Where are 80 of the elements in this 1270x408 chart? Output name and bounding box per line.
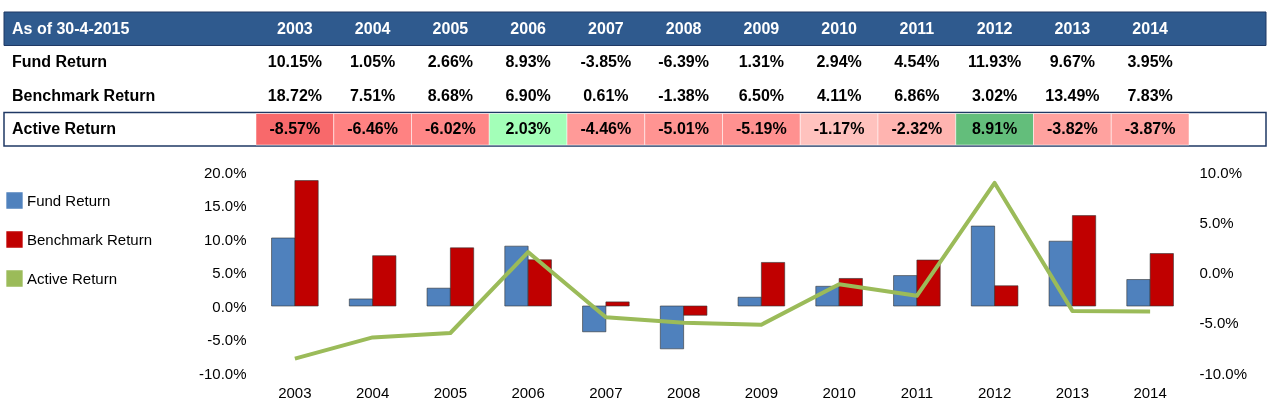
x-tick-label: 2003	[278, 383, 312, 401]
y-tick-label: 20.0%	[203, 163, 247, 181]
y2-tick-label: -10.0%	[1199, 364, 1248, 382]
y-tick-label: 0.0%	[212, 297, 247, 315]
data-label: -6.39%	[658, 53, 709, 71]
data-label: 6.90%	[505, 86, 551, 104]
y-tick-label: -10.0%	[198, 364, 247, 382]
data-label: 8.93%	[505, 53, 551, 71]
category-label: 2014	[1132, 19, 1168, 37]
text: Benchmark Return	[12, 86, 156, 104]
data-label: -2.32%	[891, 120, 943, 138]
data-label: -5.01%	[658, 120, 709, 138]
data-label: 3.95%	[1127, 53, 1173, 71]
y-tick-label: 5.0%	[212, 264, 247, 281]
data-label: 4.11%	[816, 86, 862, 104]
x-tick-label: 2012	[977, 383, 1012, 401]
y2-tick-label: 5.0%	[1199, 213, 1234, 231]
y2-tick-label: -5.0%	[1199, 314, 1239, 332]
data-label: -3.85%	[580, 53, 632, 71]
y2-tick-label: 10.0%	[1199, 163, 1243, 181]
x-tick-label: 2010	[822, 383, 856, 401]
data-label: -1.17%	[813, 120, 865, 138]
y2-tick-label: 0.0%	[1199, 264, 1234, 281]
category-label: 2004	[354, 19, 391, 37]
category-label: 2007	[588, 19, 624, 37]
data-label: 6.86%	[894, 86, 940, 104]
category-label: 2003	[277, 19, 313, 37]
category-label: 2006	[510, 19, 546, 37]
y-tick-label: -5.0%	[207, 331, 247, 348]
text: Active Return	[12, 120, 117, 138]
data-label: -1.38%	[658, 86, 709, 104]
data-label: 1.31%	[738, 53, 785, 71]
category-label: 2009	[743, 19, 780, 37]
data-label: -8.57%	[269, 120, 321, 138]
data-label: 2.03%	[505, 120, 551, 138]
line-series	[292, 180, 1153, 361]
text: Fund Return	[12, 53, 108, 71]
data-label: 18.72%	[267, 86, 323, 104]
data-label: 3.02%	[971, 86, 1018, 104]
category-label: 2011	[899, 19, 935, 37]
category-label: 2012	[976, 19, 1013, 37]
text: As of 30-4-2015	[12, 19, 130, 37]
data-label: 6.50%	[738, 86, 785, 104]
x-tick-label: 2004	[355, 383, 390, 401]
x-tick-label: 2005	[433, 383, 468, 401]
data-label: 2.94%	[816, 53, 862, 71]
data-label: 11.93%	[967, 53, 1022, 71]
x-tick-label: 2011	[900, 383, 934, 401]
data-label: 0.61%	[583, 86, 629, 104]
data-label: -6.46%	[347, 120, 398, 138]
data-label: 8.91%	[971, 120, 1018, 138]
category-label: 2005	[432, 19, 469, 37]
data-label: -3.82%	[1047, 120, 1098, 138]
legend-label: Fund Return	[27, 191, 111, 209]
x-tick-label: 2009	[744, 383, 779, 401]
data-label: -4.46%	[580, 120, 632, 138]
category-label: 2008	[665, 19, 702, 37]
y-tick-label: 15.0%	[203, 197, 247, 214]
data-label: 8.68%	[427, 86, 474, 104]
legend-label: Active Return	[27, 269, 118, 287]
y-tick-label: 10.0%	[203, 230, 247, 248]
data-label: 4.54%	[894, 53, 940, 71]
data-label: 9.67%	[1049, 53, 1096, 71]
x-tick-label: 2008	[666, 383, 701, 401]
data-label: 13.49%	[1045, 86, 1100, 104]
x-tick-label: 2014	[1133, 383, 1167, 401]
data-label: 10.15%	[267, 53, 323, 71]
category-label: 2013	[1054, 19, 1091, 37]
data-label: 7.51%	[349, 86, 396, 104]
data-label: -3.87%	[1124, 120, 1176, 138]
data-label: 7.83%	[1127, 86, 1173, 104]
category-label: 2010	[821, 19, 857, 37]
x-tick-label: 2013	[1055, 383, 1090, 401]
data-label: -5.19%	[736, 120, 787, 138]
data-label: 2.66%	[427, 53, 474, 71]
x-tick-label: 2007	[589, 383, 623, 401]
data-label: 1.05%	[349, 53, 396, 71]
x-tick-label: 2006	[511, 383, 545, 401]
data-label: -6.02%	[425, 120, 476, 138]
legend-label: Benchmark Return	[27, 230, 153, 248]
